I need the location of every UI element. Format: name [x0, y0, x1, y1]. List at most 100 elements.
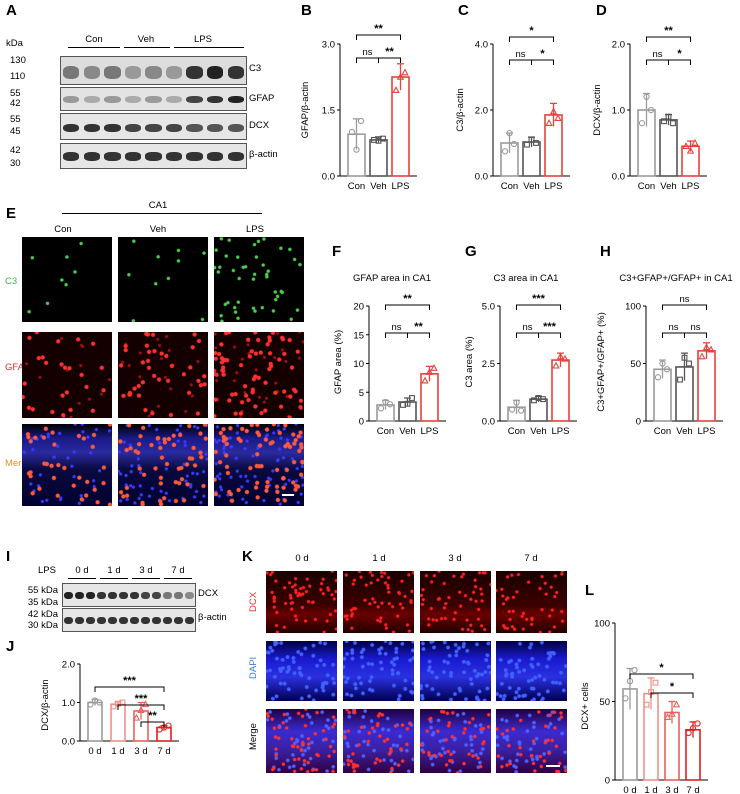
sig-label-D: ** [664, 25, 673, 37]
micrograph-k-merge-2 [420, 709, 491, 773]
data-point-L [668, 709, 676, 717]
k-column-1d: 1 d [372, 553, 386, 564]
sig-bracket-D [646, 36, 691, 42]
region-line [62, 213, 262, 214]
bar-G-2 [551, 359, 570, 422]
blot-band [63, 95, 80, 104]
bar-B-1 [369, 139, 388, 177]
y-tick-label-D: 1.0 [612, 106, 625, 117]
lps-label: LPS [38, 565, 56, 576]
sig-label-F: ** [403, 293, 412, 305]
data-point-D [638, 120, 646, 127]
scale-bar-e [282, 494, 294, 496]
blot-band [185, 591, 194, 600]
panel-label-j: J [6, 638, 15, 655]
x-tick-label-F: Veh [399, 426, 415, 437]
sig-label-H: ns [690, 322, 700, 333]
data-point-J [132, 713, 141, 721]
data-point-D [661, 118, 667, 125]
y-axis-label-L: DCX+ cells [580, 682, 591, 729]
y-tick-label-H: 100 [625, 302, 641, 313]
blot-band [174, 591, 183, 600]
panel-label-c: C [458, 2, 469, 19]
data-point-D [643, 93, 650, 100]
blot-band [104, 95, 121, 104]
marker-42b: 42 [10, 145, 21, 156]
blot-band [130, 616, 139, 625]
y-axis-label-B: GFAP/β-actin [300, 82, 311, 139]
data-point-C [545, 119, 553, 126]
data-point-D [665, 113, 672, 120]
data-point-B [380, 135, 386, 142]
blot-band [97, 591, 106, 600]
blot-band [108, 591, 117, 600]
sig-label-F: ** [414, 321, 423, 333]
data-point-L [652, 679, 659, 686]
group-label-veh: Veh [137, 34, 155, 45]
blot-band [119, 616, 128, 625]
blot-band [186, 95, 203, 104]
data-point-B [396, 72, 405, 80]
marker-130: 130 [10, 55, 26, 66]
group-label-con: Con [85, 34, 103, 45]
x-tick-label-L: 1 d [644, 785, 657, 794]
bar-J-3 [156, 726, 172, 742]
y-tick-label-G: 0.0 [482, 417, 495, 428]
blot-band [83, 123, 101, 133]
marker-110: 110 [10, 71, 26, 82]
y-tick-label-J: 1.0 [62, 698, 75, 709]
blot-band [206, 152, 224, 161]
protein-label-actin: β-actin [249, 149, 278, 160]
data-point-F [425, 367, 434, 375]
data-point-B [348, 128, 356, 136]
y-tick-label-J: 2.0 [62, 660, 75, 671]
data-point-C [554, 114, 562, 121]
data-point-F [409, 395, 415, 401]
data-point-J [137, 706, 145, 713]
data-point-C [506, 129, 513, 137]
x-tick-label-G: Veh [530, 426, 546, 437]
blot-band [124, 152, 142, 161]
blot-band [227, 66, 244, 79]
data-point-L [622, 695, 629, 702]
micrograph-e-gfap-veh [118, 332, 208, 418]
x-tick-label-B: Con [348, 181, 365, 192]
micrograph-k-dapi-2 [420, 641, 491, 701]
sig-bracket-C [509, 36, 554, 42]
micrograph-e-merge-veh [118, 424, 208, 506]
protein-label-c3: C3 [249, 63, 262, 74]
blot-strip-gfap [60, 87, 247, 111]
blot-band [130, 591, 139, 600]
data-point-C [528, 136, 535, 143]
micrograph-k-merge-0 [266, 709, 337, 773]
sig-label-G: *** [532, 293, 546, 305]
data-point-H [681, 354, 688, 361]
x-tick-label-C: LPS [545, 181, 563, 192]
blot-band [185, 616, 194, 625]
bar-D-1 [659, 119, 678, 177]
y-tick-label-F: 15 [353, 330, 364, 341]
blot-band [152, 616, 161, 625]
y-tick-label-L: 50 [599, 697, 610, 708]
sig-bracket-L [650, 692, 694, 698]
blot-band [186, 66, 203, 79]
data-point-J [165, 722, 172, 729]
blot-band [141, 616, 150, 625]
y-axis-label-C: C3/β-actin [455, 88, 466, 131]
sig-bracket-J [117, 704, 165, 710]
data-point-G [508, 406, 516, 413]
blot-band [108, 616, 117, 625]
bar-H-2 [697, 350, 716, 422]
y-axis-label-G: C3 area (%) [464, 336, 475, 387]
x-tick-label-B: LPS [392, 181, 410, 192]
sig-bracket-B [356, 34, 401, 40]
column-label-lps: LPS [246, 224, 264, 235]
sig-bracket-G [516, 304, 561, 310]
data-point-L [672, 700, 681, 708]
blot-band [174, 616, 183, 625]
y-tick-label-L: 0 [605, 776, 610, 787]
k-column-7d: 7 d [524, 553, 538, 564]
protein-label-gfap: GFAP [249, 93, 275, 104]
data-point-F [430, 363, 438, 371]
